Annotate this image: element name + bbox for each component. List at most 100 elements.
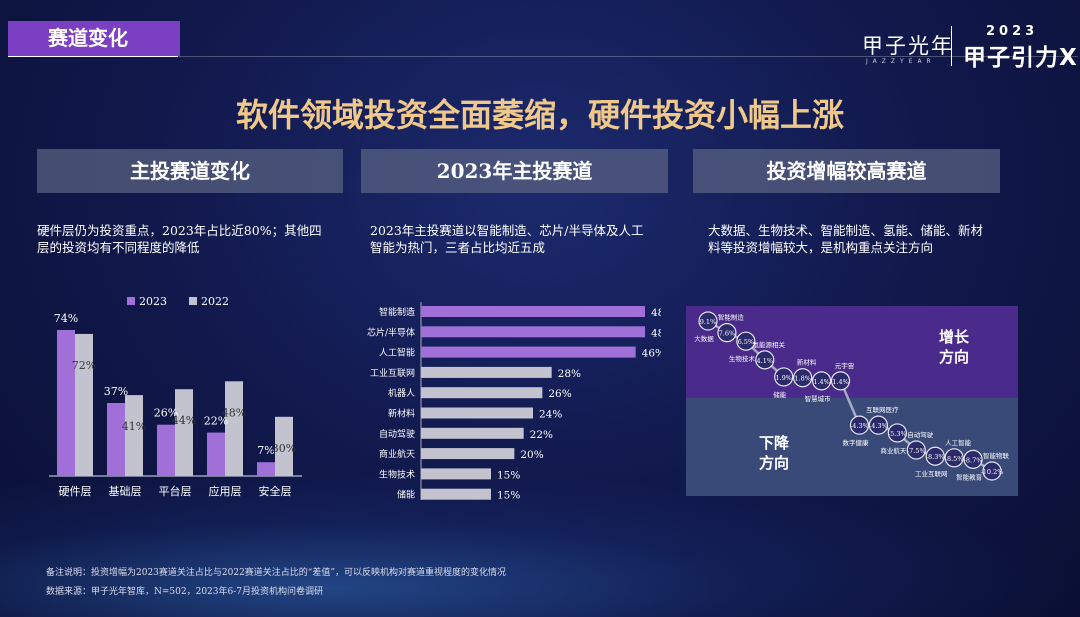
point-14: [963, 449, 983, 469]
point-13: [944, 448, 964, 468]
panel-description-2: 2023年主投赛道以智能制造、芯片/半导体及人工智能为热门，三者占比均近五成: [370, 223, 644, 255]
panel-heading-1: 主投赛道变化: [37, 149, 343, 193]
panel-description-3: 大数据、生物技术、智能制造、氢能、储能、新材料等投资增幅较大，是机构重点关注方向: [708, 223, 984, 255]
bar-2022-3: [225, 381, 243, 476]
hbar-category-4: 机器人: [388, 387, 415, 399]
point-name-4: 储能: [773, 390, 787, 399]
section-tag: 赛道变化: [8, 21, 180, 57]
point-value-10: -5.3%: [888, 430, 907, 438]
hbar-category-6: 自动驾驶: [379, 428, 415, 440]
zone-label-growth-0: 增长: [939, 328, 970, 346]
bar-2023-4: [257, 462, 275, 476]
point-name-14: 智能教育: [956, 472, 983, 481]
bar-2022-1: [125, 395, 143, 476]
legend-label-2023: 2023: [139, 295, 167, 308]
zone-label-growth-1: 方向: [939, 348, 969, 366]
bar-2022-2: [175, 389, 193, 476]
bar-2023-0: [57, 330, 75, 476]
point-1: [717, 323, 737, 343]
category-label-4: 安全层: [259, 484, 292, 498]
point-4: [774, 367, 794, 387]
data-label-2023-4: 7%: [257, 444, 274, 457]
point-value-8: -4.3%: [850, 422, 869, 430]
hbar-value-0: 48%: [651, 307, 661, 319]
category-label-2: 平台层: [159, 484, 192, 498]
brand-slogan: 甲子引力X: [963, 45, 1078, 71]
point-value-4: 1.9%: [775, 374, 792, 382]
point-name-9: 互联网医疗: [866, 405, 899, 414]
point-2: [736, 331, 756, 351]
hbar-category-3: 工业互联网: [370, 368, 415, 379]
hbar-value-5: 24%: [539, 409, 562, 421]
point-value-5: 1.8%: [794, 375, 811, 383]
hbar-7: [421, 448, 515, 460]
point-name-0: 大数据: [694, 334, 714, 343]
point-15: [982, 461, 1002, 481]
category-label-1: 基础层: [109, 485, 142, 498]
point-3: [755, 350, 775, 370]
hbar-8: [421, 468, 491, 480]
page-title: 软件领域投资全面萎缩，硬件投资小幅上涨: [235, 96, 844, 134]
point-value-13: -8.5%: [945, 455, 964, 463]
header-divider: [178, 56, 1078, 57]
bar-2023-3: [207, 432, 225, 476]
zone-growth: [686, 306, 1018, 398]
data-label-2022-1: 41%: [122, 420, 146, 433]
hbar-3: [421, 366, 552, 378]
data-label-2023-3: 22%: [204, 415, 228, 428]
point-value-3: 4.1%: [757, 357, 774, 365]
bar-2022-0: [75, 333, 93, 476]
bar-2023-1: [107, 403, 125, 476]
point-value-6: 1.4%: [813, 378, 830, 386]
point-name-10: 商业航天: [880, 446, 907, 455]
point-name-8: 数字健康: [842, 438, 869, 447]
hbar-2: [421, 346, 636, 358]
point-name-12: 工业互联网: [915, 469, 948, 478]
point-name-3: 氢能源相关: [753, 340, 786, 349]
hbar-0: [421, 306, 645, 317]
point-11: [906, 440, 926, 460]
point-12: [925, 446, 945, 466]
data-label-2023-1: 37%: [104, 385, 128, 398]
data-label-2022-0: 72%: [72, 359, 96, 372]
brand-year: 2023: [986, 24, 1039, 39]
legend-label-2022: 2022: [201, 295, 229, 308]
hbar-6: [421, 427, 524, 439]
point-name-2: 生物技术: [729, 354, 756, 363]
point-9: [868, 415, 888, 435]
point-0: [698, 311, 718, 331]
hbar-category-8: 生物技术: [379, 468, 415, 480]
point-name-11: 自动驾驶: [907, 430, 934, 439]
hbar-value-1: 48%: [651, 327, 661, 339]
brand-sub: JAZZYEAR: [866, 58, 936, 65]
data-label-2023-0: 74%: [54, 312, 78, 325]
data-label-2022-3: 48%: [222, 406, 246, 419]
point-name-5: 新材料: [797, 358, 817, 367]
zone-label-decline-0: 下降: [759, 434, 790, 452]
panel-heading-2: 2023年主投赛道: [361, 149, 668, 193]
data-label-2022-2: 44%: [172, 414, 196, 427]
point-name-15: 智能物联: [983, 451, 1010, 460]
hbar-value-4: 26%: [548, 388, 571, 400]
hbar-9: [421, 488, 491, 500]
panel-description-1: 硬件层仍为投资重点，2023年占比近80%；其他四层的投资均有不同程度的降低: [37, 223, 322, 255]
section-tag-label: 赛道变化: [8, 21, 180, 56]
footnote-source: 数据来源：甲子光年智库，N=502，2023年6-7月投资机构问卷调研: [46, 587, 323, 597]
point-5: [793, 368, 813, 388]
hbar-value-3: 28%: [558, 368, 581, 380]
legend-swatch-2023: [127, 297, 135, 305]
panel-heading-3: 投资增幅较高赛道: [693, 149, 1000, 193]
point-value-7: 1.4%: [832, 378, 849, 386]
point-value-1: 7.6%: [719, 330, 736, 338]
hbar-value-8: 15%: [497, 469, 520, 481]
hbar-4: [421, 387, 543, 399]
data-label-2022-4: 30%: [272, 442, 296, 455]
hbar-value-2: 46%: [642, 348, 661, 360]
hbar-1: [421, 326, 645, 338]
data-label-2023-2: 26%: [154, 407, 178, 420]
bar-2022-4: [275, 416, 293, 476]
point-value-12: -8.3%: [926, 453, 945, 461]
hbar-category-0: 智能制造: [379, 306, 415, 318]
hbar-value-6: 22%: [530, 429, 553, 441]
point-value-0: 9.1%: [700, 318, 717, 326]
